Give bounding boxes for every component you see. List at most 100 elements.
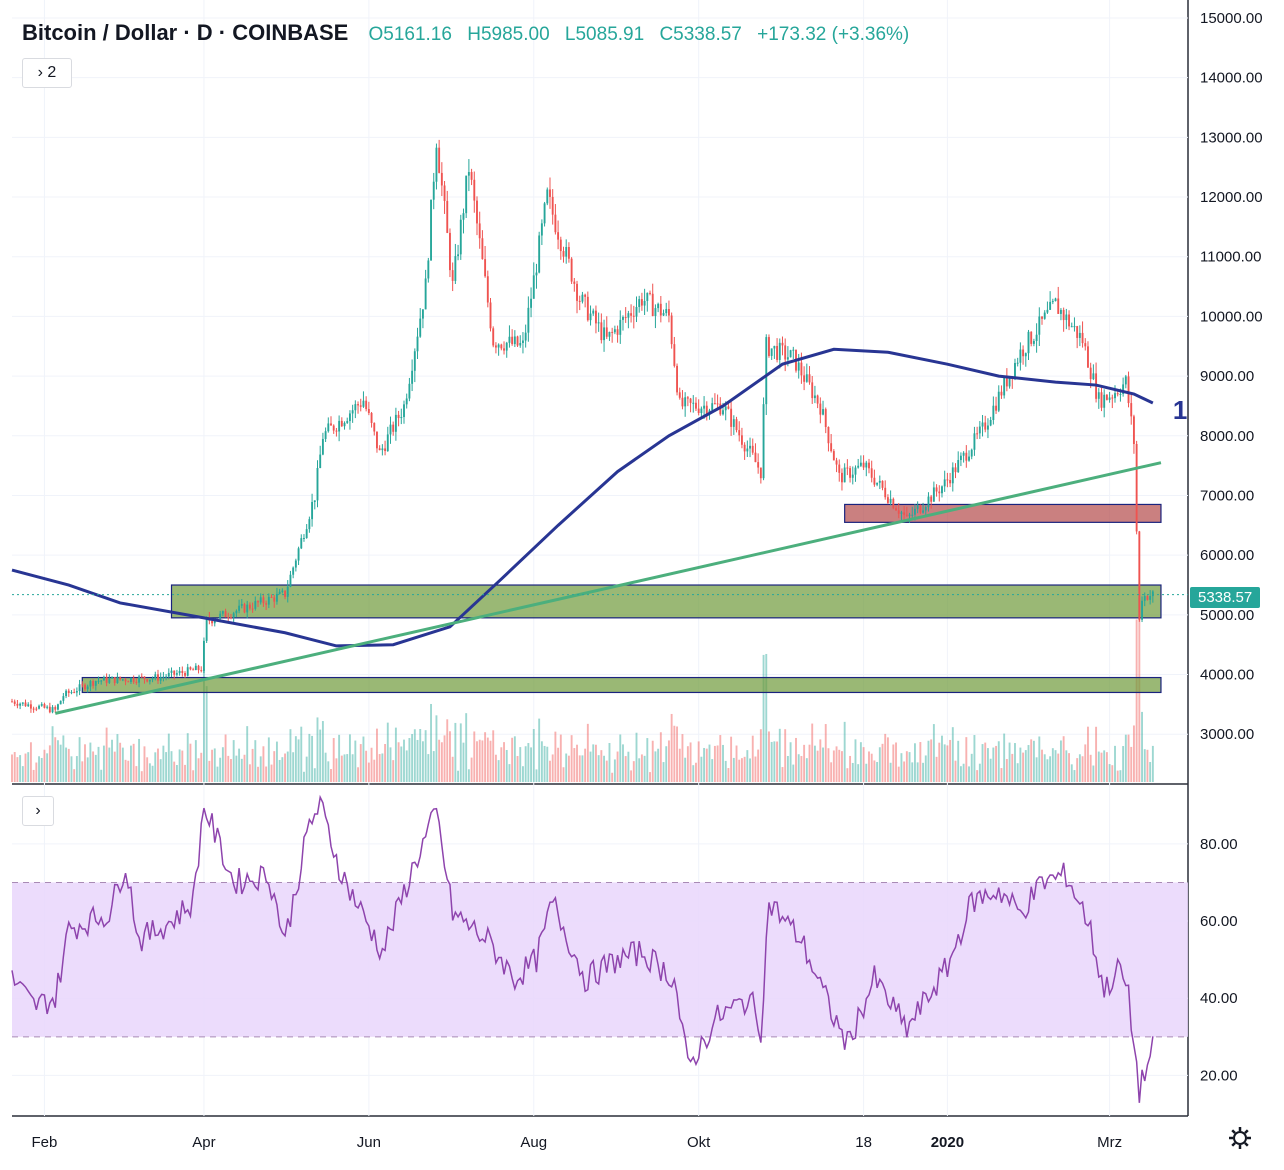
candle-body (800, 362, 803, 376)
volume-bar (1073, 770, 1076, 782)
volume-bar (1022, 752, 1025, 782)
candle-body (819, 403, 822, 415)
candle-body (65, 690, 68, 697)
candle-body (67, 690, 70, 693)
candle-body (189, 667, 192, 670)
volume-bar (484, 732, 487, 782)
candle-body (916, 505, 919, 509)
volume-bar (981, 744, 984, 782)
volume-bar (75, 756, 78, 782)
volume-bar (384, 744, 387, 782)
volume-bar (724, 760, 727, 782)
volume-bar (557, 747, 560, 782)
candle-body (338, 420, 341, 432)
volume-bar (935, 756, 938, 782)
volume-bar (1105, 752, 1108, 782)
candle-body (711, 403, 714, 411)
volume-bar (121, 747, 124, 782)
volume-bar (824, 724, 827, 782)
volume-bar (386, 722, 389, 782)
price-tick-label: 15000.00 (1200, 10, 1263, 27)
support-zone (170, 584, 1162, 619)
volume-bar (97, 746, 100, 782)
gear-icon[interactable] (1226, 1124, 1254, 1152)
candle-body (832, 451, 835, 461)
volume-bar (649, 772, 651, 782)
candle-body (727, 406, 730, 409)
candle-body (32, 708, 35, 710)
price-tick-label: 11000.00 (1200, 249, 1261, 266)
ohlc-values: O5161.16 H5985.00 L5085.91 C5338.57 +173… (368, 24, 919, 45)
candle-body (11, 701, 13, 703)
volume-bar (1100, 752, 1103, 782)
volume-bar (732, 757, 735, 782)
volume-bar (859, 742, 862, 782)
candle-body (984, 422, 987, 430)
volume-bar (959, 766, 962, 782)
candle-body (119, 676, 122, 680)
candle-body (897, 510, 900, 514)
volume-bar (627, 751, 630, 782)
candle-body (503, 348, 505, 351)
candle-body (351, 410, 354, 414)
indicator-toggle-button[interactable]: › 2 (22, 58, 72, 88)
candle-body (1097, 392, 1100, 399)
volume-bar (930, 739, 933, 782)
candle-body (443, 185, 446, 201)
volume-bar (686, 746, 689, 782)
volume-bar (835, 746, 838, 782)
candle-body (289, 574, 292, 587)
candle-body (478, 223, 481, 239)
volume-bar (522, 766, 524, 782)
volume-bar (1059, 740, 1062, 782)
volume-bar (84, 744, 86, 782)
candle-body (1127, 376, 1130, 404)
volume-bar (89, 742, 92, 782)
candle-body (486, 276, 489, 303)
volume-bar (81, 761, 84, 782)
candle-body (343, 422, 346, 427)
volume-bar (281, 757, 284, 782)
candle-body (589, 313, 592, 321)
candle-body (381, 448, 384, 451)
candle-body (1046, 309, 1049, 313)
volume-bar (695, 762, 697, 782)
candle-body (557, 232, 560, 240)
candle-body (221, 611, 224, 614)
volume-bar (400, 746, 403, 782)
candle-body (335, 430, 338, 432)
volume-bar (570, 735, 573, 782)
volume-bar (762, 654, 765, 782)
candle-body (686, 397, 689, 399)
candle-body (46, 706, 49, 708)
candle-body (265, 603, 268, 605)
candle-body (346, 421, 349, 423)
volume-bar (586, 723, 589, 782)
volume-bar (119, 742, 122, 782)
candle-body (895, 508, 897, 511)
candle-body (240, 604, 243, 606)
volume-bar (346, 754, 349, 782)
candle-body (927, 496, 930, 508)
price-tick-label: 5000.00 (1200, 607, 1254, 624)
candle-body (676, 365, 678, 393)
volume-bar (94, 754, 97, 782)
volume-bar (603, 755, 606, 782)
candle-body (146, 679, 149, 682)
volume-bar (59, 744, 62, 782)
volume-bar (673, 725, 676, 782)
candle-body (1111, 397, 1114, 399)
candle-body (586, 296, 589, 321)
candle-body (976, 433, 979, 435)
candle-body (646, 292, 649, 301)
volume-bar (849, 755, 852, 782)
volume-bar (373, 759, 376, 782)
rsi-toggle-button[interactable]: › (22, 796, 54, 826)
volume-bar (722, 744, 724, 782)
candle-body (167, 672, 170, 677)
candle-body (1024, 353, 1027, 357)
candle-body (1132, 416, 1135, 445)
volume-bar (749, 758, 751, 782)
volume-bar (86, 757, 89, 782)
